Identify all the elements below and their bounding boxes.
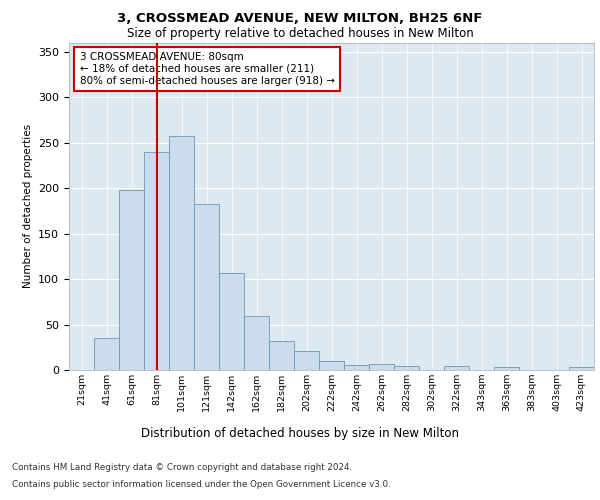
Bar bbox=[569, 368, 594, 370]
Bar bbox=[244, 316, 269, 370]
Bar bbox=[319, 361, 344, 370]
Bar bbox=[94, 338, 119, 370]
Text: Distribution of detached houses by size in New Milton: Distribution of detached houses by size … bbox=[141, 428, 459, 440]
Text: Contains HM Land Registry data © Crown copyright and database right 2024.: Contains HM Land Registry data © Crown c… bbox=[12, 462, 352, 471]
Bar bbox=[269, 341, 294, 370]
Text: 3 CROSSMEAD AVENUE: 80sqm
← 18% of detached houses are smaller (211)
80% of semi: 3 CROSSMEAD AVENUE: 80sqm ← 18% of detac… bbox=[79, 52, 335, 86]
Text: Size of property relative to detached houses in New Milton: Size of property relative to detached ho… bbox=[127, 28, 473, 40]
Bar bbox=[144, 152, 169, 370]
Bar bbox=[344, 364, 369, 370]
Bar bbox=[494, 368, 519, 370]
Bar bbox=[294, 351, 319, 370]
Text: Contains public sector information licensed under the Open Government Licence v3: Contains public sector information licen… bbox=[12, 480, 391, 489]
Bar bbox=[194, 204, 219, 370]
Bar bbox=[219, 272, 244, 370]
Bar bbox=[119, 190, 144, 370]
Text: 3, CROSSMEAD AVENUE, NEW MILTON, BH25 6NF: 3, CROSSMEAD AVENUE, NEW MILTON, BH25 6N… bbox=[118, 12, 482, 26]
Bar bbox=[169, 136, 194, 370]
Y-axis label: Number of detached properties: Number of detached properties bbox=[23, 124, 32, 288]
Bar bbox=[369, 364, 394, 370]
Bar bbox=[394, 366, 419, 370]
Bar bbox=[444, 366, 469, 370]
